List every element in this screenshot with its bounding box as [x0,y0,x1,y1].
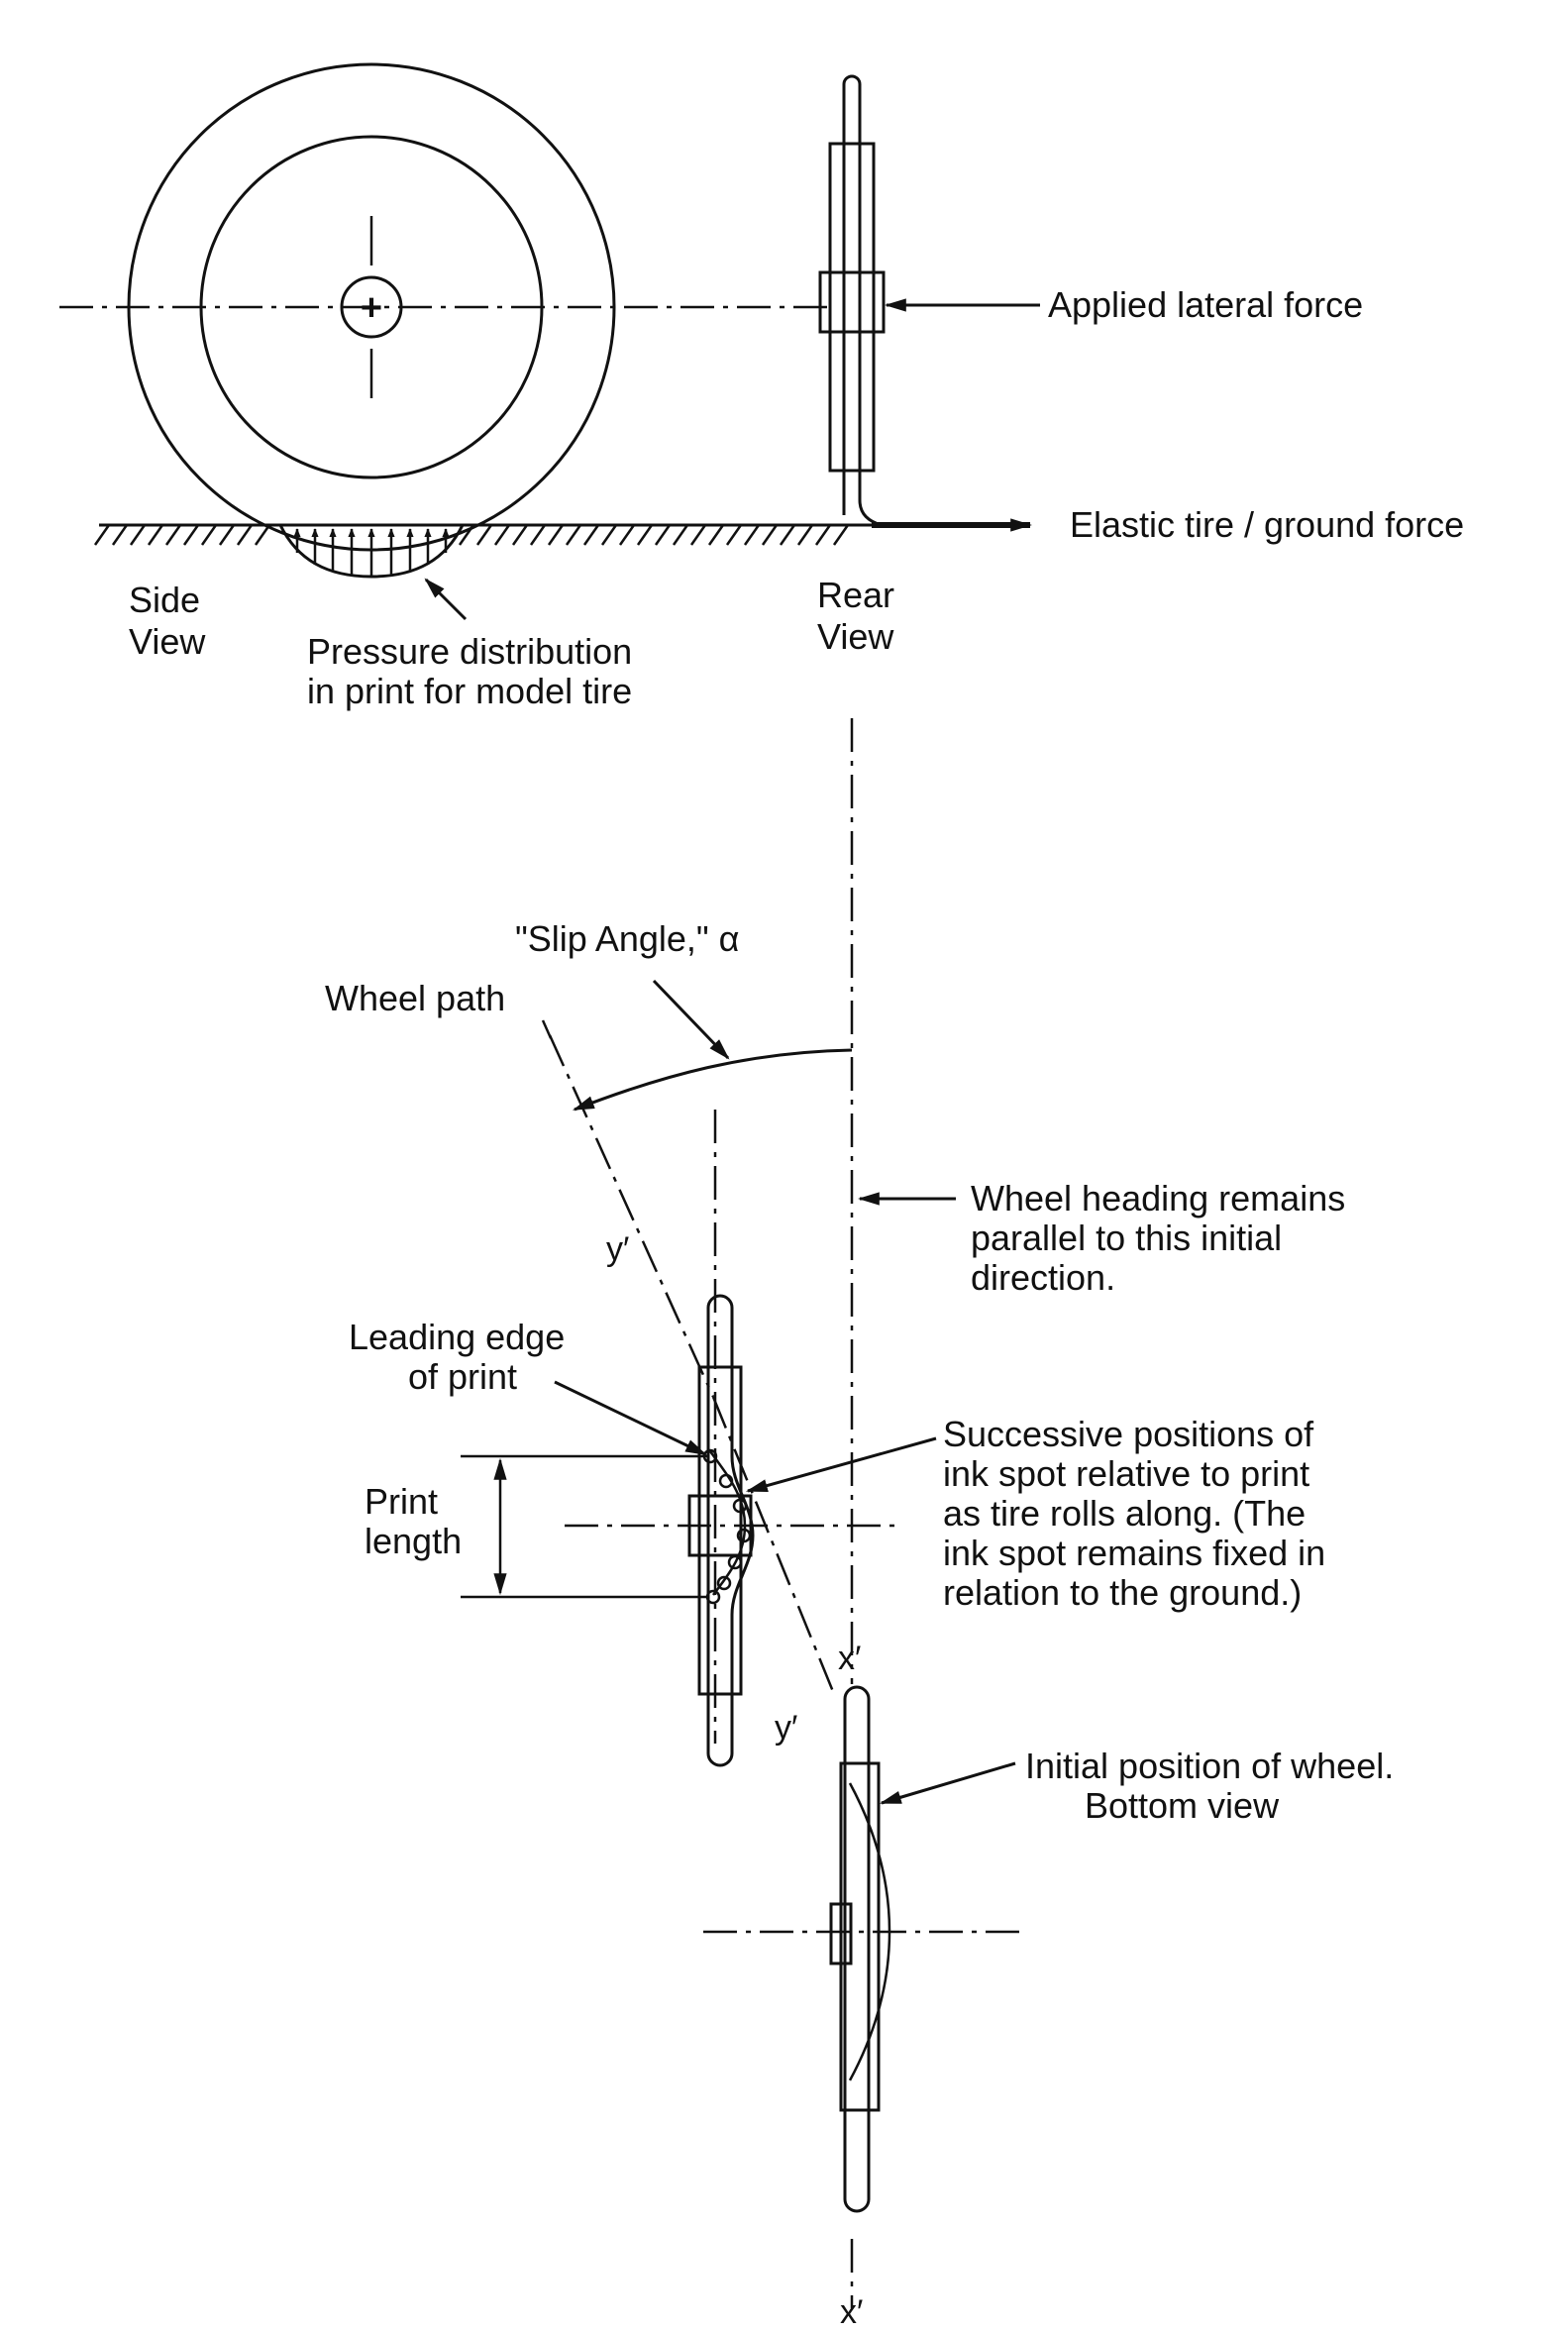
wheel-heading-label: Wheel heading remains parallel to this i… [971,1178,1355,1298]
y-prime-upper-label: y′ [606,1230,629,1268]
initial-position-leader [879,1761,1016,1805]
pressure-distribution-curve [278,524,465,579]
initial-rim [839,1761,881,2112]
wheel-path-axis-top [541,1019,553,1039]
slip-angle-leader [652,979,730,1060]
initial-position-label: Initial position of wheel. Bottom view [1025,1746,1404,1826]
applied-lateral-force-label: Applied lateral force [1048,284,1363,325]
pressure-distribution-leader [424,578,468,621]
wheel-path-axis-upper [548,1034,715,1398]
slip-angle-view: "Slip Angle," α Wheel path Wheel heading… [325,718,1404,2331]
rear-view: Applied lateral force Elastic tire / gro… [817,74,1464,657]
pressure-arrows [293,528,450,576]
leading-edge-label: Leading edge of print [349,1317,575,1397]
initial-hub [829,1902,853,1965]
x-prime-upper-label: x′ [838,1640,861,1677]
y-prime-lower-label: y′ [775,1709,797,1747]
x-prime-lower-label: x′ [840,2293,863,2331]
slip-angle-label: "Slip Angle," α [515,918,740,959]
rear-tire-outline [842,74,883,527]
rear-hub [818,270,886,334]
elastic-tire-ground-force-label: Elastic tire / ground force [1070,504,1464,545]
successive-positions-leader [745,1436,937,1493]
leading-edge-leader [554,1380,707,1456]
slip-angle-arc [572,1048,853,1112]
deflected-tire-outline [706,1294,755,1767]
successive-positions-label: Successive positions of ink spot relativ… [943,1414,1335,1613]
ground-hatching [93,524,850,546]
wheel-path-axis-lower [711,1396,836,1695]
initial-tire-outline [843,1685,871,2213]
wheel-path-label: Wheel path [325,978,505,1018]
print-length-label: Print length [365,1481,462,1561]
pressure-distribution-label: Pressure distribution in print for model… [307,631,642,711]
rear-view-label: Rear View [817,575,904,657]
side-view-label: Side View [129,580,210,662]
side-view: + [59,62,896,711]
rear-rim [828,142,876,473]
